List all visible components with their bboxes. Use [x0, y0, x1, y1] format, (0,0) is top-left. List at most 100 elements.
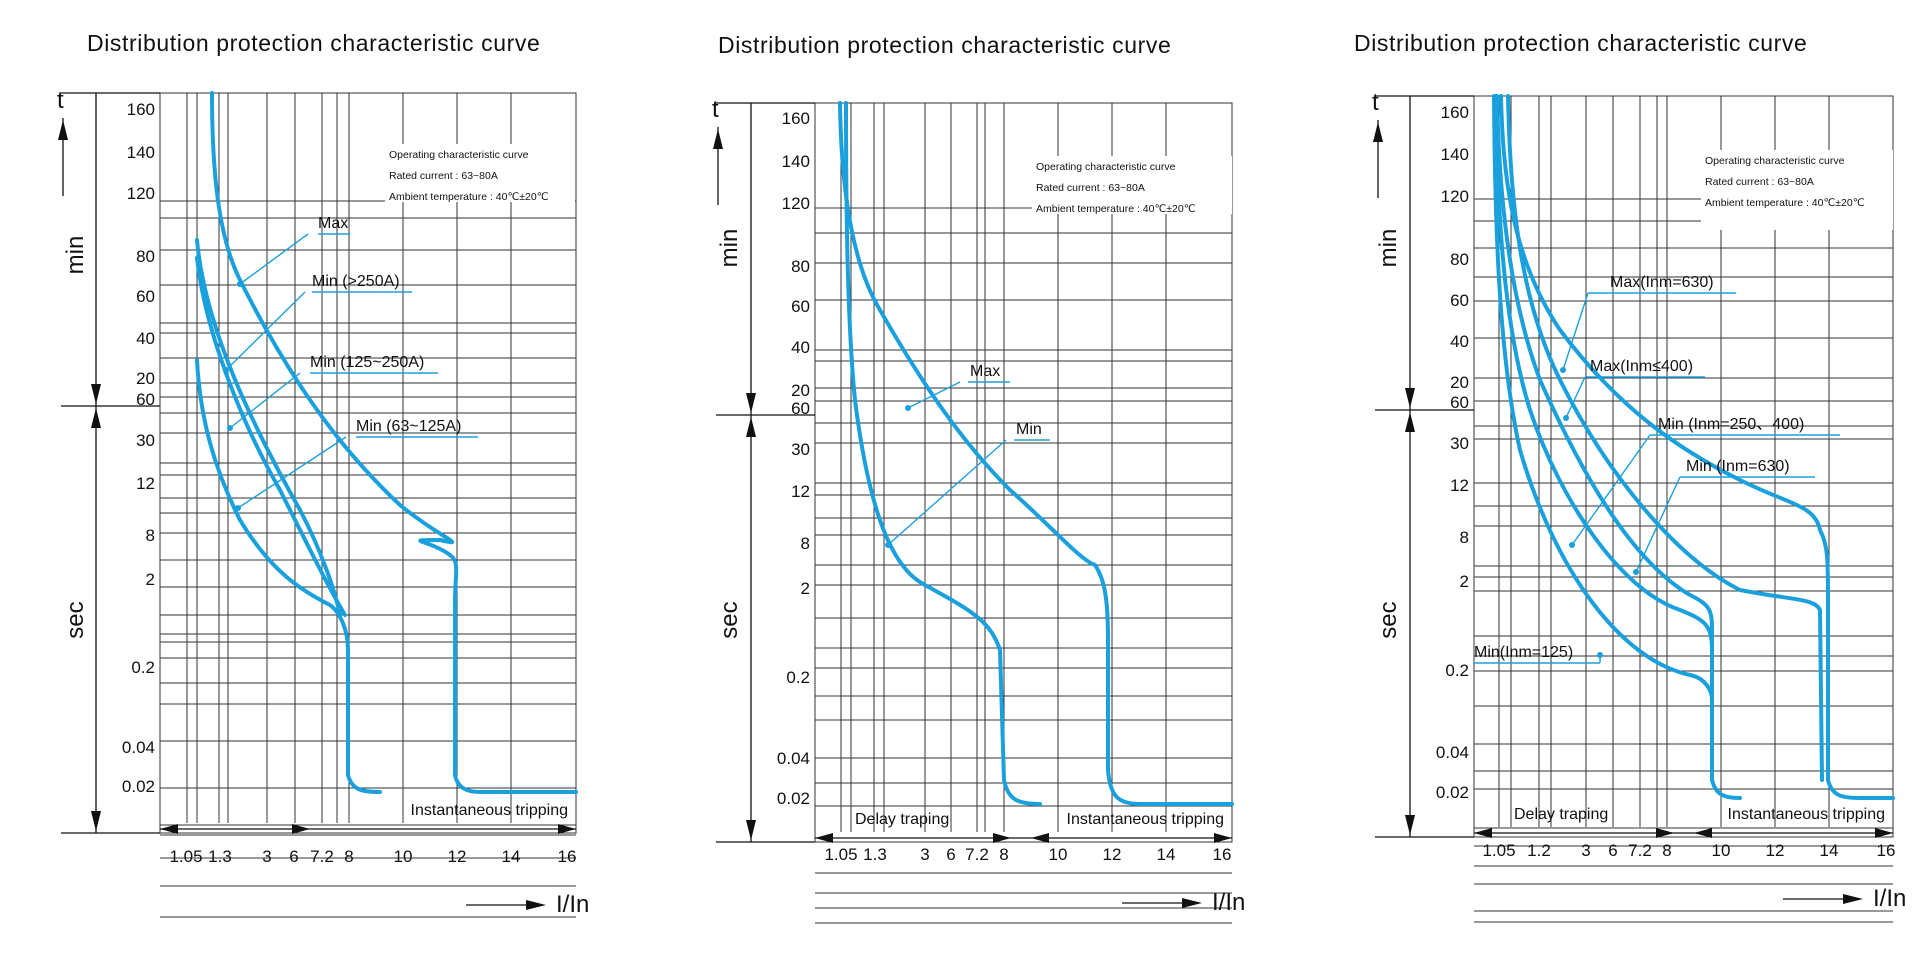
arrow-right-icon [292, 824, 310, 834]
arrow-right-icon [1843, 894, 1863, 904]
annotation-delay: Delay traping [855, 811, 949, 828]
y-tick-label: 0.04 [777, 749, 810, 768]
y-tick-label: 2 [146, 570, 155, 589]
x-tick-label: 6 [289, 847, 298, 866]
series-curve-2 [195, 238, 342, 617]
notes-box [1032, 156, 1232, 214]
y-tick-label: 0.02 [1436, 783, 1469, 802]
series-curve-5 [1492, 94, 1714, 782]
x-tick-label: 1.05 [1482, 841, 1515, 860]
series-label: Min(Inm=125) [1474, 644, 1573, 661]
x-axis-label: I/In [1212, 889, 1245, 916]
y-tick-label: 12 [1450, 476, 1469, 495]
arrow-right-icon [1214, 833, 1232, 843]
y-tick-label: 160 [127, 100, 155, 119]
callout-leader [907, 381, 961, 409]
arrow-left-icon [1031, 833, 1049, 843]
y-tick-label: 60 [1450, 291, 1469, 310]
callout-arrow-icon [885, 542, 891, 548]
t-label: t [1372, 89, 1379, 116]
callout-arrow-icon [1569, 542, 1575, 548]
y-tick-label: 0.04 [1436, 743, 1469, 762]
chart-panel-3: Distribution protection characteristic c… [1354, 30, 1906, 923]
x-tick-label: 7.2 [965, 845, 989, 864]
y-tick-label: 140 [1441, 145, 1469, 164]
x-tick-label: 16 [1877, 841, 1896, 860]
x-tick-label: 1.3 [208, 847, 232, 866]
callout-arrow-icon [235, 505, 241, 511]
arrow-down-icon [1405, 815, 1415, 835]
y-tick-label: 60 [136, 390, 155, 409]
y-tick-label: 140 [127, 143, 155, 162]
arrow-left-icon [160, 824, 178, 834]
t-label: t [57, 87, 64, 114]
series-label: Max [318, 215, 348, 232]
y-tick-label: 40 [1450, 332, 1469, 351]
x-tick-label: 3 [1581, 841, 1590, 860]
callout-arrow-icon [1597, 652, 1603, 658]
chart-panel-1: Distribution protection characteristic c… [57, 30, 589, 918]
y-tick-label: 40 [791, 338, 810, 357]
x-tick-label: 8 [1662, 841, 1671, 860]
arrow-left-icon [1694, 828, 1712, 838]
y-tick-label: 80 [1450, 250, 1469, 269]
annotation-instantaneous: Instantaneous tripping [1067, 811, 1224, 828]
x-tick-label: 1.3 [863, 845, 887, 864]
y-tick-label: 0.2 [1445, 661, 1469, 680]
y-tick-label: 0.02 [777, 789, 810, 808]
callout-leader [239, 233, 309, 285]
x-tick-label: 1.2 [1527, 841, 1551, 860]
x-tick-label: 10 [1712, 841, 1731, 860]
arrow-left-icon [815, 833, 833, 843]
x-tick-label: 16 [558, 847, 577, 866]
x-tick-label: 3 [262, 847, 271, 866]
callout-leader [225, 291, 306, 371]
callout-arrow-icon [1563, 415, 1569, 421]
x-tick-label: 14 [502, 847, 521, 866]
arrow-up-icon [746, 417, 756, 437]
arrow-up-icon [58, 120, 68, 140]
annotation-delay: Delay traping [1514, 806, 1608, 823]
arrow-right-icon [1656, 828, 1674, 838]
x-tick-label: 8 [344, 847, 353, 866]
note-line: Rated current : 63~80A [1705, 176, 1814, 188]
y-tick-label: 60 [791, 399, 810, 418]
x-tick-label: 12 [1766, 841, 1785, 860]
y-tick-label: 8 [146, 526, 155, 545]
series-label: Min (125~250A) [310, 354, 424, 371]
note-line: Operating characteristic curve [1705, 155, 1845, 167]
series-label: Max [970, 363, 1000, 380]
x-tick-label: 10 [394, 847, 413, 866]
y-tick-label: 120 [127, 184, 155, 203]
t-label: t [712, 96, 719, 123]
sec-label: sec [716, 601, 743, 638]
y-tick-label: 2 [801, 579, 810, 598]
y-tick-label: 80 [791, 257, 810, 276]
y-tick-label: 0.02 [122, 777, 155, 796]
callout-leader [237, 436, 347, 509]
arrow-up-icon [91, 408, 101, 428]
min-label: min [1375, 229, 1402, 268]
arrow-up-icon [1405, 412, 1415, 432]
y-tick-label: 12 [136, 474, 155, 493]
arrow-right-icon [1875, 828, 1893, 838]
y-tick-label: 0.04 [122, 738, 155, 757]
min-label: min [716, 229, 743, 268]
y-tick-label: 30 [1450, 434, 1469, 453]
x-tick-label: 12 [448, 847, 467, 866]
series-curve-2 [1506, 94, 1824, 782]
note-line: Rated current : 63~80A [389, 170, 498, 182]
y-tick-label: 0.2 [786, 668, 810, 687]
series-curve-1 [210, 91, 578, 794]
series-curve-1 [1499, 94, 1895, 800]
chart-1-title: Distribution protection characteristic c… [87, 30, 540, 56]
x-tick-label: 6 [946, 845, 955, 864]
arrow-left-icon [1474, 828, 1492, 838]
chart-3-title: Distribution protection characteristic c… [1354, 30, 1807, 56]
notes-box [385, 144, 575, 202]
note-line: Ambient temperature : 40℃±20℃ [1036, 203, 1196, 215]
annotation-instantaneous: Instantaneous tripping [411, 802, 568, 819]
series-label: Max(Inm=630) [1610, 274, 1714, 291]
y-tick-label: 0.2 [131, 658, 155, 677]
